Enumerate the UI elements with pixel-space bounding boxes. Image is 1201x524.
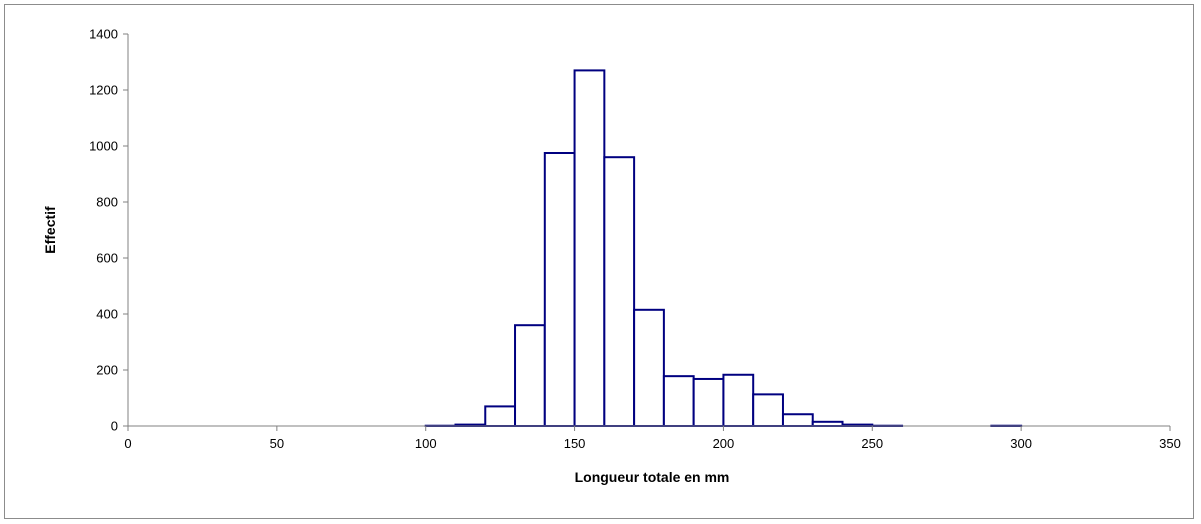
histogram-bar: [692, 377, 725, 427]
plot-area: 0 50 100 150 200 250 300 350 0 200 400 600 800 1000 1…: [89, 27, 1181, 452]
histogram-bars: [424, 69, 1023, 428]
y-tick-label: 1200: [89, 83, 118, 98]
histogram-bar: [811, 420, 844, 427]
histogram-bar: [603, 156, 636, 427]
y-tick-label: 600: [96, 251, 118, 266]
histogram-bar: [781, 413, 814, 427]
y-tick-label: 0: [111, 419, 118, 434]
x-tick-label: 300: [1010, 436, 1032, 451]
histogram-bar: [484, 405, 517, 427]
y-axis-ticks: 0 200 400 600 800 1000 1200 1400: [89, 27, 128, 434]
y-tick-label: 400: [96, 307, 118, 322]
x-tick-label: 0: [124, 436, 131, 451]
x-tick-label: 250: [861, 436, 883, 451]
chart-area: 0 50 100 150 200 250 300 350 0 200 400 600 800 1000 1…: [4, 4, 1194, 519]
y-tick-label: 1000: [89, 139, 118, 154]
histogram-bar: [752, 393, 784, 427]
histogram-bar: [633, 308, 665, 427]
y-tick-label: 200: [96, 363, 118, 378]
x-axis-title: Longueur totale en mm: [575, 469, 730, 485]
histogram-bar: [662, 375, 695, 428]
histogram-bar: [722, 373, 755, 428]
x-axis-ticks: 0 50 100 150 200 250 300 350: [124, 426, 1181, 451]
y-tick-label: 800: [96, 195, 118, 210]
x-tick-label: 350: [1159, 436, 1181, 451]
y-tick-label: 1400: [89, 27, 118, 42]
histogram-bar: [543, 152, 576, 427]
x-tick-label: 200: [713, 436, 735, 451]
x-tick-label: 100: [415, 436, 437, 451]
histogram-bar: [514, 324, 546, 428]
y-axis-title: Effectif: [42, 206, 58, 254]
histogram-bar: [573, 69, 606, 428]
x-tick-label: 50: [270, 436, 284, 451]
histogram-chart: 0 50 100 150 200 250 300 350 0 200 400 600 800 1000 1…: [42, 27, 1181, 486]
x-tick-label: 150: [564, 436, 586, 451]
